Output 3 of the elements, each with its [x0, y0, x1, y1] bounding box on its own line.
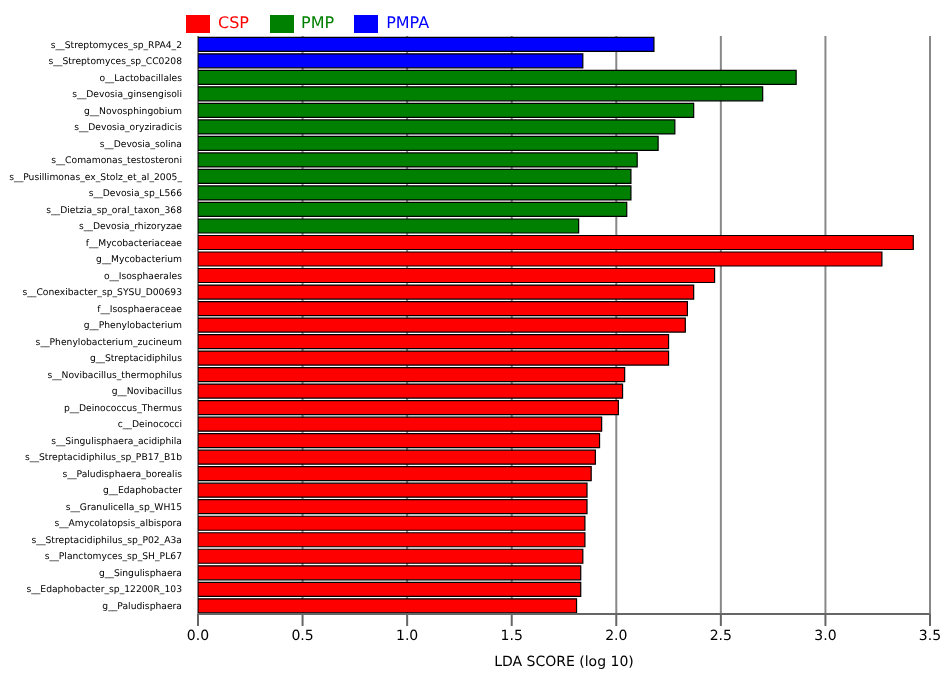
legend-label: PMPA: [386, 14, 430, 33]
legend-label: CSP: [218, 14, 249, 33]
legend-label: PMP: [301, 14, 335, 33]
